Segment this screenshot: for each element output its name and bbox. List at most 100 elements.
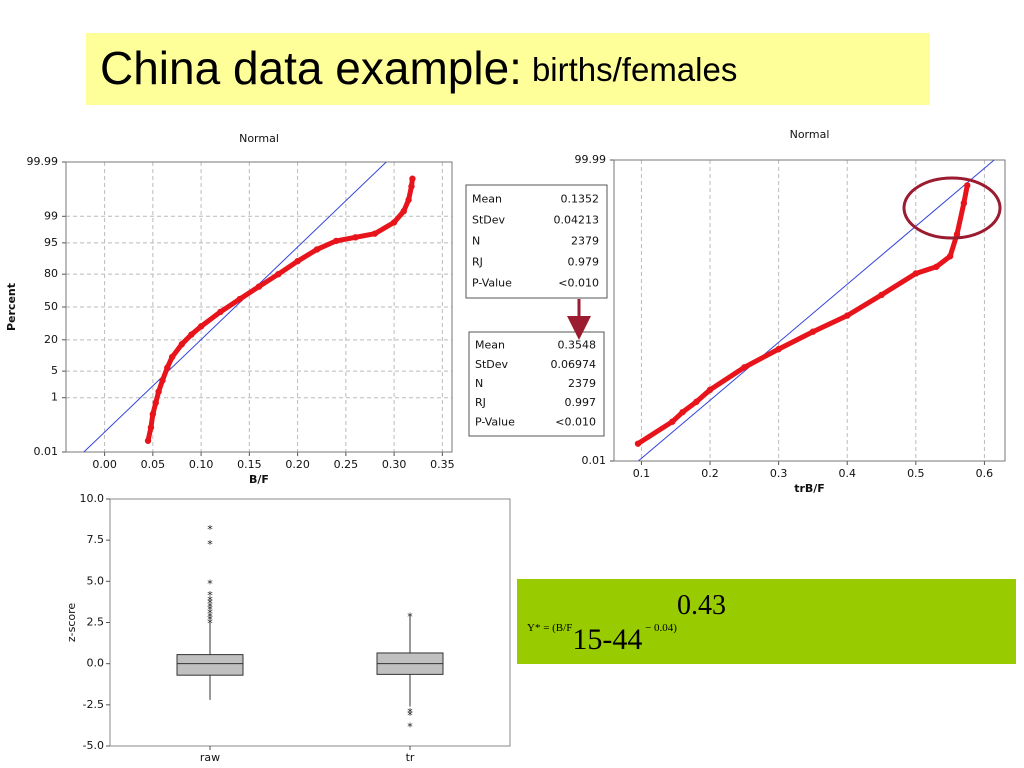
data-point <box>634 440 642 447</box>
outlier: * <box>207 538 213 551</box>
title-box <box>86 33 930 105</box>
data-point <box>217 308 224 316</box>
outlier: * <box>207 617 213 630</box>
data-point <box>960 199 968 207</box>
data-point <box>294 257 301 265</box>
x-axis-label: trB/F <box>794 482 825 495</box>
highlight-circle <box>902 176 1002 240</box>
data-point <box>313 246 321 253</box>
outlier: * <box>207 577 213 590</box>
formula-box <box>517 579 1016 664</box>
x-axis-label: B/F <box>249 473 269 486</box>
stats-label: P-Value <box>475 415 515 428</box>
y-tick-label: 99.99 <box>575 153 607 166</box>
title-sub: births/females <box>532 51 737 88</box>
y-axis-label: Percent <box>5 283 18 331</box>
data-point <box>844 312 851 319</box>
stats-value: 0.997 <box>565 396 597 409</box>
data-point <box>168 353 176 361</box>
formula-rest: − 0.04) <box>642 622 677 634</box>
outlier: * <box>207 604 213 617</box>
fit-line <box>83 162 387 452</box>
stats-value: 2379 <box>568 377 596 390</box>
data-point <box>400 207 407 215</box>
stats-label: RJ <box>472 256 483 269</box>
y-tick-label: 20 <box>44 333 58 346</box>
outlier: * <box>207 597 213 610</box>
outlier: * <box>407 721 413 734</box>
chart-title: Normal <box>790 128 830 141</box>
outlier: * <box>207 600 213 613</box>
formula-text: Y* = (B/F15-44 − 0.04)0.43 <box>527 590 726 655</box>
data-point <box>775 345 782 353</box>
data-point <box>178 341 185 348</box>
y-tick-label: 1 <box>51 391 58 404</box>
outlier: * <box>207 589 213 602</box>
y-tick-label: 5 <box>51 364 58 377</box>
data-line <box>145 176 415 444</box>
data-point <box>741 364 748 371</box>
y-tick-label: 2.5 <box>87 616 105 629</box>
x-tick-label: 0.20 <box>285 458 310 471</box>
outlier: * <box>207 610 213 623</box>
stats-table-frame <box>468 331 605 437</box>
outlier: * <box>207 523 213 536</box>
stats-value: 0.04213 <box>554 214 600 227</box>
outlier: * <box>207 607 213 620</box>
data-point <box>964 182 971 189</box>
y-axis-label: z-score <box>65 603 78 643</box>
y-tick-label: 80 <box>44 267 58 280</box>
stats-value: 0.3548 <box>558 339 597 352</box>
stats-label: StDev <box>472 214 506 227</box>
data-point <box>408 183 415 190</box>
x-tick-label: 0.00 <box>92 458 117 471</box>
data-point <box>693 398 700 406</box>
stats-label: Mean <box>475 339 505 352</box>
stats-label: N <box>475 377 483 390</box>
stats-value: 0.1352 <box>561 193 600 206</box>
y-tick-label: 0.01 <box>34 445 59 458</box>
data-point <box>679 408 686 416</box>
data-point <box>409 175 416 182</box>
x-tick-label: 0.2 <box>701 467 719 480</box>
stats-table-frame <box>465 184 608 299</box>
data-point <box>933 263 940 270</box>
data-point <box>155 388 162 395</box>
stats-value: <0.010 <box>555 415 596 428</box>
data-point <box>352 234 359 241</box>
x-tick-label: 0.3 <box>770 467 788 480</box>
plot-frame <box>65 161 453 453</box>
x-tick-label: 0.6 <box>976 467 994 480</box>
x-tick-label: 0.05 <box>141 458 166 471</box>
data-point <box>188 331 195 338</box>
data-point <box>255 283 263 290</box>
y-tick-label: 95 <box>44 236 58 249</box>
outlier: * <box>207 594 213 607</box>
fit-line <box>637 160 995 461</box>
stats-value: 0.979 <box>568 256 600 269</box>
x-tick-label: 0.35 <box>430 458 455 471</box>
x-tick-label: tr <box>406 751 415 764</box>
chart-title: Normal <box>239 132 279 145</box>
formula-lhs: Y* = (B/F <box>527 622 572 634</box>
data-point <box>144 437 152 444</box>
stats-label: RJ <box>475 396 486 409</box>
stats-value: 0.06974 <box>551 358 597 371</box>
data-point <box>197 323 205 330</box>
data-point <box>236 295 243 303</box>
y-tick-label: -5.0 <box>83 739 104 752</box>
x-tick-label: 0.4 <box>838 467 856 480</box>
formula: Y* = (B/F15-44 − 0.04)0.43 <box>527 590 726 655</box>
formula-exponent: 0.43 <box>677 590 726 621</box>
data-point <box>371 230 378 237</box>
data-point <box>149 410 157 418</box>
data-point <box>912 270 920 277</box>
outlier: * <box>407 610 413 623</box>
y-tick-label: 0.01 <box>582 454 607 467</box>
slide-title: China data example: births/females <box>100 42 737 94</box>
y-tick-label: -2.5 <box>83 698 104 711</box>
data-point <box>147 424 155 431</box>
data-point <box>152 399 159 407</box>
data-point <box>953 231 961 238</box>
